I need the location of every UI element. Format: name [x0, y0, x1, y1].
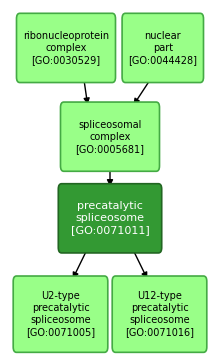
FancyBboxPatch shape — [112, 276, 207, 352]
FancyBboxPatch shape — [58, 184, 162, 253]
Text: U12-type
precatalytic
spliceosome
[GO:0071016]: U12-type precatalytic spliceosome [GO:00… — [125, 291, 194, 337]
FancyBboxPatch shape — [13, 276, 108, 352]
Text: nuclear
part
[GO:0044428]: nuclear part [GO:0044428] — [128, 31, 197, 65]
FancyBboxPatch shape — [16, 13, 116, 83]
Text: precatalytic
spliceosome
[GO:0071011]: precatalytic spliceosome [GO:0071011] — [71, 201, 149, 235]
FancyBboxPatch shape — [122, 13, 204, 83]
Text: spliceosomal
complex
[GO:0005681]: spliceosomal complex [GO:0005681] — [75, 120, 145, 154]
Text: U2-type
precatalytic
spliceosome
[GO:0071005]: U2-type precatalytic spliceosome [GO:007… — [26, 291, 95, 337]
Text: ribonucleoprotein
complex
[GO:0030529]: ribonucleoprotein complex [GO:0030529] — [23, 31, 109, 65]
FancyBboxPatch shape — [61, 102, 160, 171]
